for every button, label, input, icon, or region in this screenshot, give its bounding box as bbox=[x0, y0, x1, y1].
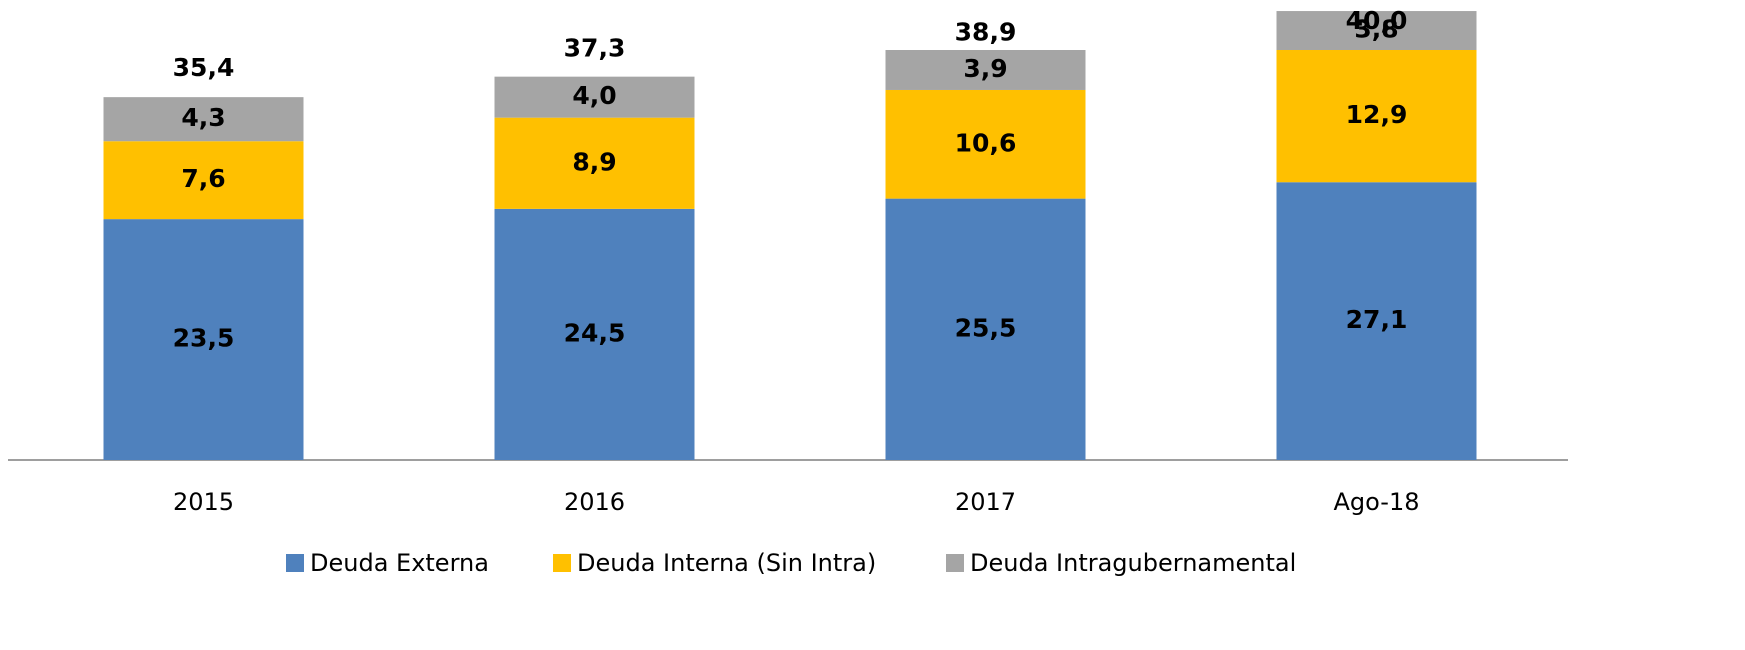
legend-label: Deuda Intragubernamental bbox=[970, 549, 1296, 577]
value-label: 3,8 bbox=[1354, 15, 1398, 44]
bar-segment bbox=[103, 97, 304, 142]
x-tick-label: 2017 bbox=[955, 488, 1016, 516]
bar-segment bbox=[885, 198, 1086, 460]
total-label: 38,9 bbox=[955, 17, 1017, 46]
bar-segment bbox=[885, 89, 1086, 199]
value-label: 12,9 bbox=[1346, 100, 1408, 129]
bar-segment bbox=[885, 50, 1086, 90]
value-label: 27,1 bbox=[1346, 305, 1408, 334]
value-label: 4,0 bbox=[572, 81, 616, 110]
x-tick-label: 2015 bbox=[173, 488, 234, 516]
value-label: 4,3 bbox=[181, 103, 225, 132]
bar-segment bbox=[494, 117, 695, 209]
bar-segment bbox=[1276, 182, 1477, 460]
bar-segment bbox=[1276, 11, 1477, 51]
legend-label: Deuda Externa bbox=[310, 549, 489, 577]
bar-segment bbox=[494, 208, 695, 460]
value-label: 3,9 bbox=[963, 54, 1007, 83]
value-label: 24,5 bbox=[564, 318, 626, 347]
x-tick-label: 2016 bbox=[564, 488, 625, 516]
value-label: 23,5 bbox=[173, 324, 235, 353]
legend-label: Deuda Interna (Sin Intra) bbox=[577, 549, 876, 577]
bar-segment bbox=[1276, 50, 1477, 183]
bar-segment bbox=[494, 76, 695, 118]
value-label: 8,9 bbox=[572, 147, 616, 176]
bar-segment bbox=[103, 141, 304, 220]
legend-swatch bbox=[286, 554, 304, 572]
x-tick-label: Ago-18 bbox=[1334, 488, 1420, 516]
legend-swatch bbox=[553, 554, 571, 572]
legend-swatch bbox=[946, 554, 964, 572]
value-label: 10,6 bbox=[955, 128, 1017, 157]
bar-segment bbox=[103, 219, 304, 460]
total-label: 40,0 bbox=[1346, 6, 1408, 35]
value-label: 7,6 bbox=[181, 164, 225, 193]
total-label: 35,4 bbox=[173, 53, 235, 82]
total-label: 37,3 bbox=[564, 34, 626, 63]
value-label: 25,5 bbox=[955, 313, 1017, 342]
